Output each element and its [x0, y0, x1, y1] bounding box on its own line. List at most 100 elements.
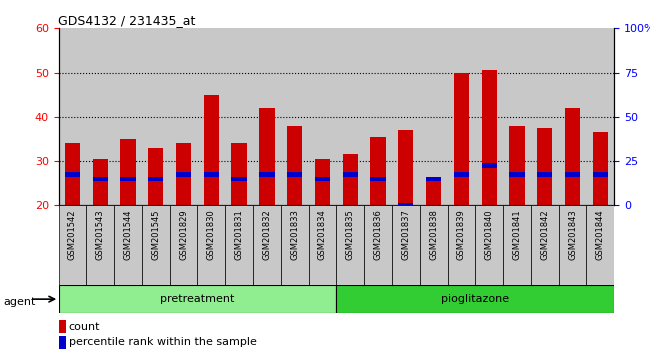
Bar	[120, 177, 136, 181]
Bar	[482, 70, 497, 205]
Bar	[231, 143, 247, 205]
Bar	[482, 163, 497, 168]
Bar	[337, 205, 364, 285]
Bar	[203, 172, 219, 177]
Bar	[392, 28, 420, 205]
Bar	[343, 154, 358, 205]
Text: GSM201832: GSM201832	[263, 209, 272, 260]
Bar	[58, 205, 86, 285]
Bar	[58, 336, 66, 349]
Bar	[531, 28, 559, 205]
Bar	[253, 205, 281, 285]
Bar	[593, 132, 608, 205]
Bar	[503, 205, 531, 285]
Text: GSM201844: GSM201844	[596, 209, 605, 260]
Bar	[170, 28, 198, 205]
Text: GSM201838: GSM201838	[429, 209, 438, 260]
Bar	[148, 148, 163, 205]
Bar	[558, 28, 586, 205]
Bar	[198, 28, 225, 205]
Text: pretreatment: pretreatment	[161, 294, 235, 304]
Text: GSM201835: GSM201835	[346, 209, 355, 260]
Text: GSM201543: GSM201543	[96, 209, 105, 260]
Bar	[537, 128, 552, 205]
Bar	[86, 28, 114, 205]
Text: GSM201545: GSM201545	[151, 209, 161, 260]
Bar	[120, 139, 136, 205]
Bar	[92, 159, 108, 205]
Bar	[148, 177, 163, 181]
Bar	[226, 28, 253, 205]
Bar	[259, 172, 274, 177]
Bar	[203, 95, 219, 205]
Bar	[92, 177, 108, 181]
Bar	[86, 205, 114, 285]
Bar	[287, 172, 302, 177]
Bar	[58, 285, 337, 313]
Bar	[176, 172, 191, 177]
Text: GSM201831: GSM201831	[235, 209, 244, 260]
Text: GSM201834: GSM201834	[318, 209, 327, 260]
Bar	[364, 205, 392, 285]
Text: GSM201837: GSM201837	[401, 209, 410, 260]
Text: agent: agent	[3, 297, 36, 307]
Bar	[426, 179, 441, 205]
Text: GSM201839: GSM201839	[457, 209, 466, 260]
Bar	[420, 28, 447, 205]
Bar	[337, 28, 364, 205]
Bar	[447, 205, 475, 285]
Bar	[510, 126, 525, 205]
Bar	[231, 177, 247, 181]
Text: GSM201830: GSM201830	[207, 209, 216, 260]
Text: GSM201544: GSM201544	[124, 209, 133, 260]
Bar	[503, 28, 531, 205]
Text: GSM201841: GSM201841	[512, 209, 521, 260]
Bar	[114, 28, 142, 205]
Text: count: count	[68, 321, 100, 332]
Bar	[586, 205, 614, 285]
Bar	[392, 205, 420, 285]
Bar	[420, 205, 447, 285]
Text: percentile rank within the sample: percentile rank within the sample	[68, 337, 257, 348]
Text: GSM201829: GSM201829	[179, 209, 188, 260]
Bar	[558, 205, 586, 285]
Bar	[537, 172, 552, 177]
Bar	[58, 28, 86, 205]
Bar	[198, 205, 225, 285]
Bar	[281, 28, 309, 205]
Bar	[176, 143, 191, 205]
Text: pioglitazone: pioglitazone	[441, 294, 510, 304]
Bar	[142, 28, 170, 205]
Bar	[287, 126, 302, 205]
Bar	[565, 108, 580, 205]
Bar	[586, 28, 614, 205]
Text: GSM201833: GSM201833	[290, 209, 299, 260]
Text: GSM201840: GSM201840	[485, 209, 494, 260]
Bar	[531, 205, 559, 285]
Bar	[65, 172, 80, 177]
Bar	[370, 177, 385, 181]
Bar	[309, 28, 337, 205]
Bar	[510, 172, 525, 177]
Bar	[398, 203, 413, 207]
Bar	[259, 108, 274, 205]
Bar	[337, 285, 614, 313]
Text: GSM201836: GSM201836	[374, 209, 383, 260]
Bar	[593, 172, 608, 177]
Bar	[253, 28, 281, 205]
Text: GSM201843: GSM201843	[568, 209, 577, 260]
Bar	[398, 130, 413, 205]
Bar	[565, 172, 580, 177]
Bar	[343, 172, 358, 177]
Bar	[65, 143, 80, 205]
Bar	[58, 320, 66, 333]
Text: GSM201842: GSM201842	[540, 209, 549, 260]
Text: GDS4132 / 231435_at: GDS4132 / 231435_at	[58, 14, 196, 27]
Bar	[170, 205, 198, 285]
Bar	[315, 177, 330, 181]
Bar	[114, 205, 142, 285]
Bar	[454, 73, 469, 205]
Bar	[309, 205, 337, 285]
Bar	[281, 205, 309, 285]
Bar	[226, 205, 253, 285]
